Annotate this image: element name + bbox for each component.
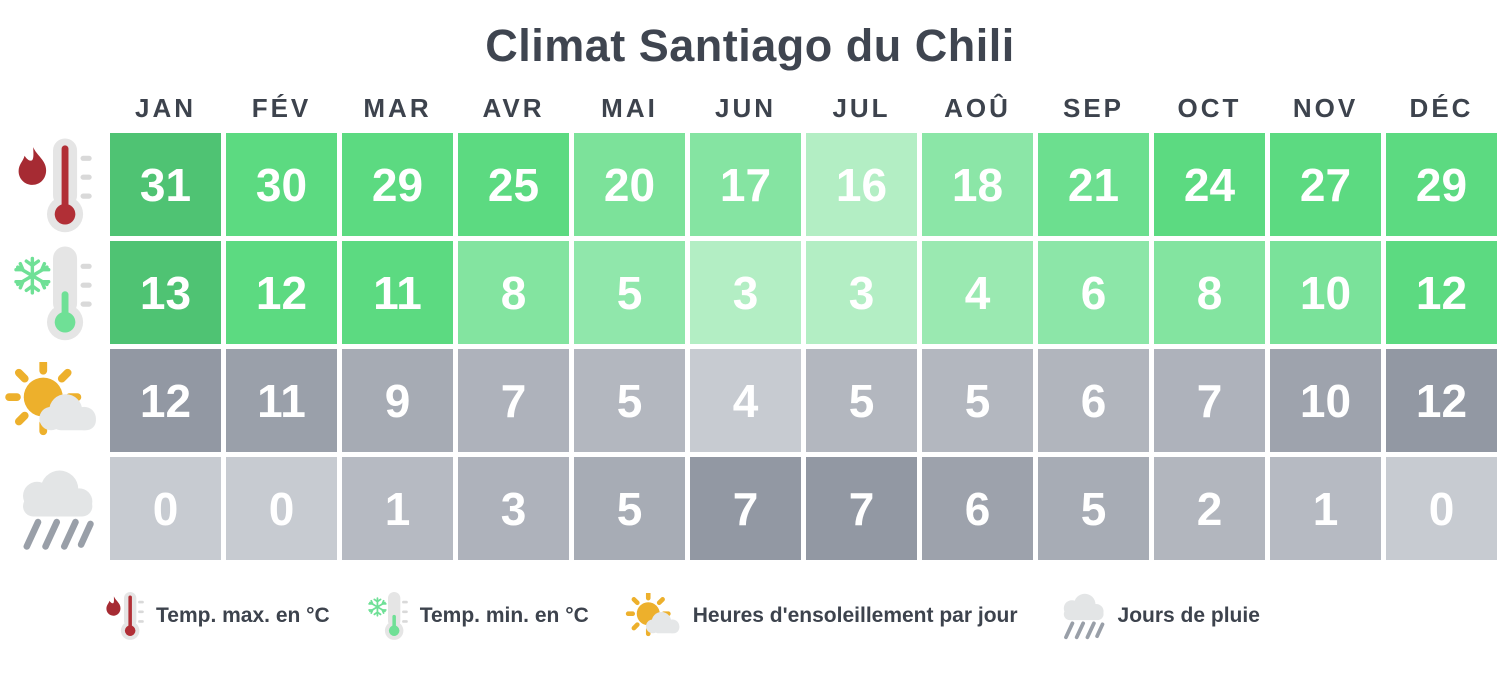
month-header-nov: NOV bbox=[1292, 93, 1359, 124]
legend-item-temp-min: Temp. min. en °C bbox=[366, 590, 589, 641]
table-cell: 4 bbox=[922, 241, 1033, 345]
legend-label: Heures d'ensoleillement par jour bbox=[692, 603, 1018, 627]
month-header-mai: MAI bbox=[601, 93, 658, 124]
table-cell: 3 bbox=[690, 241, 801, 345]
table-cell: 3 bbox=[806, 241, 917, 345]
legend-item-rain-days: Jours de pluie bbox=[1054, 590, 1260, 641]
table-cell: 27 bbox=[1270, 133, 1381, 237]
table-cell: 2 bbox=[1154, 457, 1265, 561]
rain-cloud-icon bbox=[1054, 590, 1108, 641]
table-cell: 17 bbox=[690, 133, 801, 237]
thermometer-cold-icon bbox=[366, 590, 410, 641]
table-cell: 5 bbox=[574, 241, 685, 345]
legend-item-temp-max: Temp. max. en °C bbox=[102, 590, 330, 641]
table-cell: 5 bbox=[574, 457, 685, 561]
table-cell: 0 bbox=[1386, 457, 1497, 561]
thermometer-hot-icon bbox=[0, 133, 105, 236]
month-header-mar: MAR bbox=[363, 93, 432, 124]
table-cell: 25 bbox=[458, 133, 569, 237]
legend-label: Temp. min. en °C bbox=[419, 603, 589, 627]
table-cell: 12 bbox=[110, 349, 221, 453]
table-cell: 7 bbox=[458, 349, 569, 453]
month-header-avr: AVR bbox=[482, 93, 545, 124]
table-cell: 5 bbox=[1038, 457, 1149, 561]
month-header-aou: AOÛ bbox=[944, 93, 1011, 124]
table-cell: 20 bbox=[574, 133, 685, 237]
month-header-jul: JUL bbox=[832, 93, 891, 124]
legend-label: Temp. max. en °C bbox=[156, 603, 330, 627]
table-cell: 7 bbox=[1154, 349, 1265, 453]
table-cell: 5 bbox=[574, 349, 685, 453]
table-cell: 12 bbox=[1386, 349, 1497, 453]
month-header-sep: SEP bbox=[1062, 93, 1125, 124]
month-header-fev: FÉV bbox=[251, 93, 312, 124]
month-header-jan: JAN bbox=[134, 93, 196, 124]
legend-item-sun-hours: Heures d'ensoleillement par jour bbox=[625, 593, 1018, 639]
table-cell: 9 bbox=[342, 349, 453, 453]
table-cell: 10 bbox=[1270, 241, 1381, 345]
table-cell: 5 bbox=[806, 349, 917, 453]
table-cell: 29 bbox=[342, 133, 453, 237]
table-cell: 8 bbox=[1154, 241, 1265, 345]
table-cell: 8 bbox=[458, 241, 569, 345]
table-cell: 11 bbox=[226, 349, 337, 453]
table-cell: 7 bbox=[806, 457, 917, 561]
legend-label: Jours de pluie bbox=[1117, 603, 1260, 627]
table-cell: 1 bbox=[1270, 457, 1381, 561]
table-cell: 0 bbox=[226, 457, 337, 561]
table-cell: 12 bbox=[226, 241, 337, 345]
table-cell: 6 bbox=[1038, 241, 1149, 345]
table-cell: 6 bbox=[1038, 349, 1149, 453]
table-cell: 18 bbox=[922, 133, 1033, 237]
month-header-oct: OCT bbox=[1177, 93, 1242, 124]
climate-table: JAN FÉV MAR AVR MAI JUN JUL AOÛ SEP OCT … bbox=[0, 88, 1497, 561]
legend: Temp. max. en °C Temp. min. en °C Heures… bbox=[102, 590, 1500, 641]
thermometer-hot-icon bbox=[102, 590, 146, 641]
page-title: Climat Santiago du Chili bbox=[485, 20, 1015, 71]
climate-infographic: Climat Santiago du Chili JAN FÉV MAR AVR… bbox=[0, 18, 1500, 696]
table-cell: 10 bbox=[1270, 349, 1381, 453]
table-cell: 1 bbox=[342, 457, 453, 561]
table-cell: 5 bbox=[922, 349, 1033, 453]
header-spacer bbox=[0, 88, 105, 128]
table-cell: 4 bbox=[690, 349, 801, 453]
sun-cloud-icon bbox=[0, 349, 105, 452]
rain-cloud-icon bbox=[0, 457, 105, 560]
table-cell: 31 bbox=[110, 133, 221, 237]
table-cell: 21 bbox=[1038, 133, 1149, 237]
table-cell: 0 bbox=[110, 457, 221, 561]
table-cell: 29 bbox=[1386, 133, 1497, 237]
table-cell: 24 bbox=[1154, 133, 1265, 237]
table-cell: 11 bbox=[342, 241, 453, 345]
month-header-dec: DÉC bbox=[1409, 93, 1474, 124]
table-cell: 3 bbox=[458, 457, 569, 561]
month-header-jun: JUN bbox=[714, 93, 776, 124]
table-cell: 13 bbox=[110, 241, 221, 345]
table-cell: 30 bbox=[226, 133, 337, 237]
table-cell: 12 bbox=[1386, 241, 1497, 345]
sun-cloud-icon bbox=[625, 593, 683, 639]
table-cell: 6 bbox=[922, 457, 1033, 561]
table-cell: 16 bbox=[806, 133, 917, 237]
thermometer-cold-icon bbox=[0, 241, 105, 344]
table-cell: 7 bbox=[690, 457, 801, 561]
